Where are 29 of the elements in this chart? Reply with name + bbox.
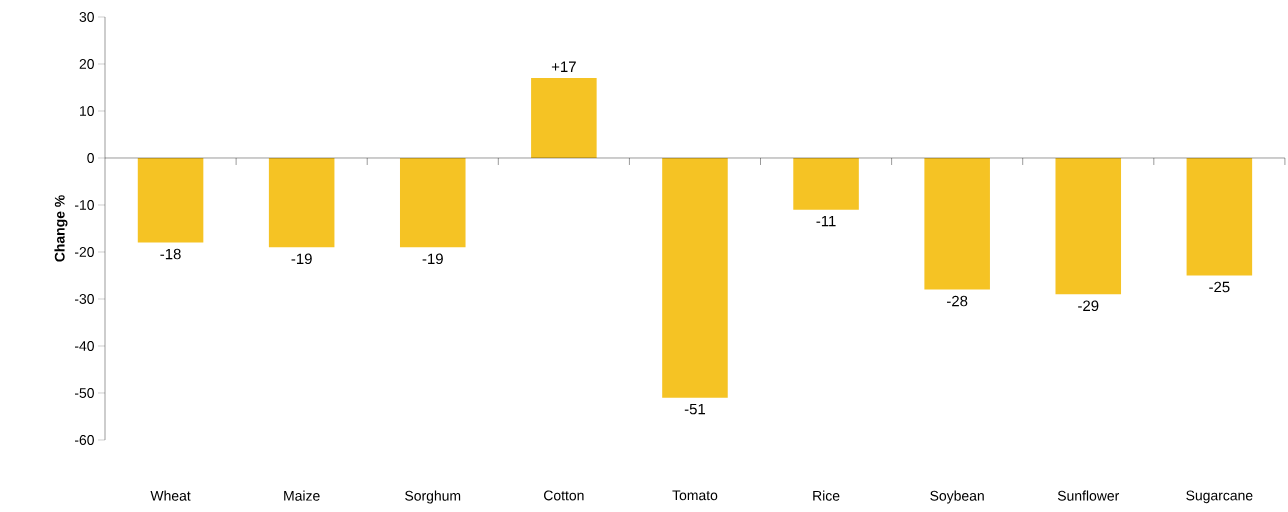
y-tick-label: -30 (74, 294, 94, 304)
y-tick-label: 10 (80, 106, 94, 116)
x-tick-label: Cotton (544, 490, 584, 501)
y-axis-title: Change % (54, 195, 68, 262)
y-tick-label: 30 (79, 12, 94, 22)
data-label: -29 (1078, 300, 1099, 312)
x-tick-label: Soybean (930, 490, 984, 504)
y-tick-label: 0 (87, 153, 94, 163)
y-tick-label: -20 (74, 247, 94, 257)
y-tick-label: -50 (74, 388, 94, 398)
data-label: -19 (291, 253, 312, 265)
data-label: -19 (422, 253, 443, 265)
data-label: -18 (160, 248, 181, 260)
x-tick-label: Rice (813, 490, 840, 501)
y-tick-label: 20 (79, 59, 94, 69)
data-label: -51 (684, 403, 706, 415)
data-label: -11 (816, 215, 836, 227)
y-tick-label: -10 (74, 200, 94, 210)
y-tick-label: -60 (74, 435, 94, 445)
data-label: +17 (551, 61, 576, 72)
x-tick-label: Tomato (672, 490, 718, 501)
data-label: -25 (1209, 281, 1230, 293)
x-tick-label: Maize (284, 490, 320, 501)
x-tick-label: Sunflower (1057, 490, 1120, 501)
y-tick-label: -40 (74, 341, 94, 351)
x-tick-label: Sugarcane (1186, 490, 1253, 504)
x-tick-label: Wheat (150, 490, 191, 501)
data-label: -28 (947, 295, 968, 307)
x-tick-label: Sorghum (405, 490, 461, 504)
